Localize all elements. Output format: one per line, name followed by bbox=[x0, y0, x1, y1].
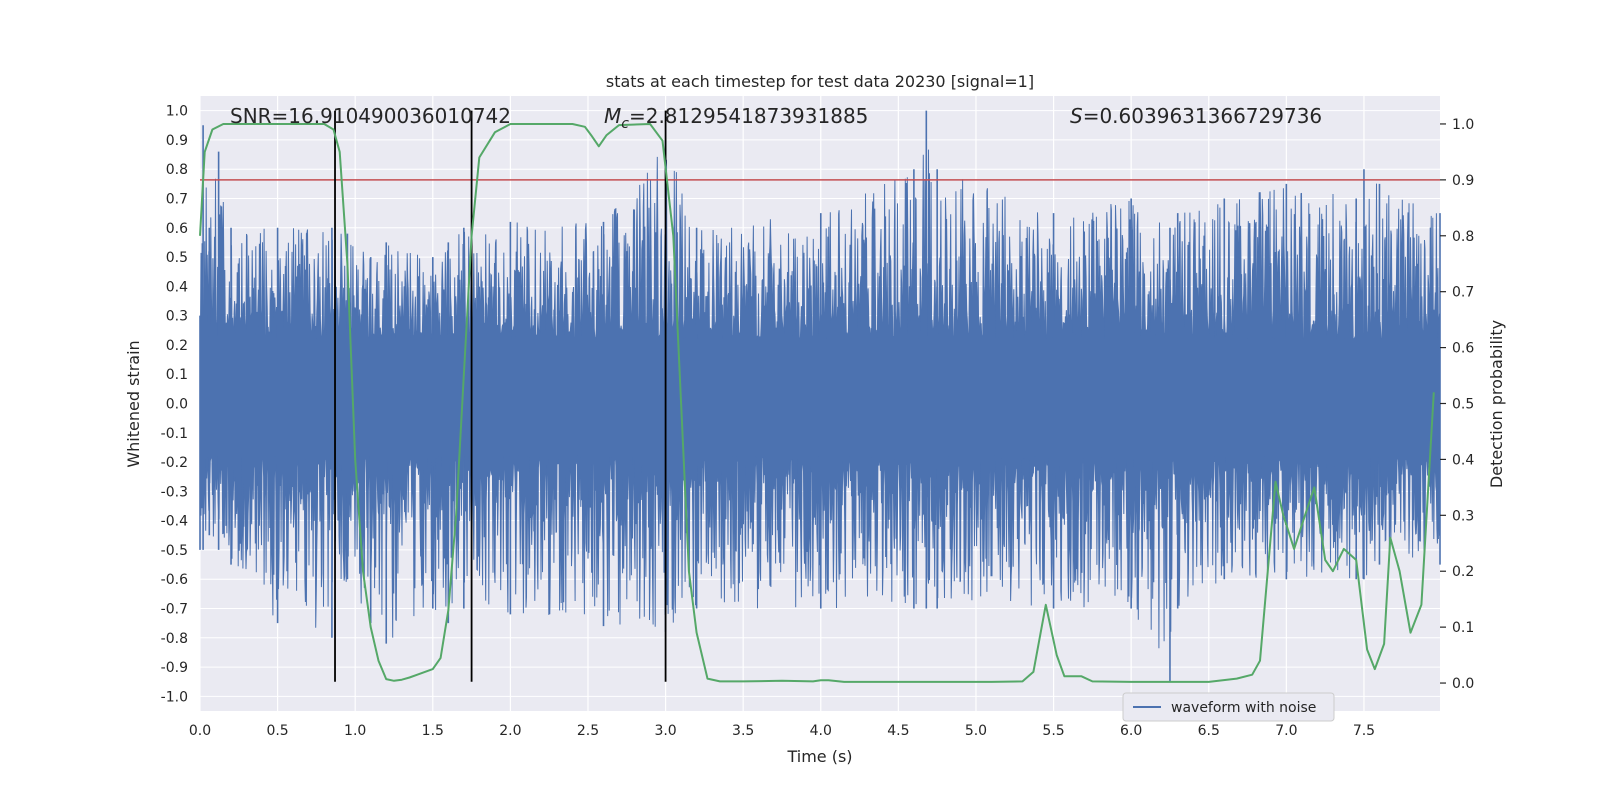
legend: waveform with noise bbox=[1122, 692, 1335, 722]
x-tick-label: 1.5 bbox=[422, 723, 444, 739]
x-tick-label: 4.5 bbox=[887, 723, 909, 739]
y-left-tick-label: 1.0 bbox=[166, 104, 188, 120]
y-right-tick-label: 0.5 bbox=[1452, 397, 1474, 413]
s-value: =0.6039631366729736 bbox=[1083, 104, 1322, 128]
y-left-tick-label: 0.8 bbox=[166, 162, 188, 178]
vertical-markers bbox=[334, 110, 667, 682]
y-right-tick-label: 0.3 bbox=[1452, 508, 1474, 524]
x-tick-label: 2.0 bbox=[499, 723, 521, 739]
y-left-tick-label: -0.9 bbox=[161, 660, 188, 676]
probability-series bbox=[199, 123, 1435, 683]
y-right-tick-label: 0.6 bbox=[1452, 341, 1474, 357]
y-left-axis-label: Whitened strain bbox=[124, 340, 143, 467]
x-tick-label: 5.0 bbox=[965, 723, 987, 739]
chirp-mass-subscript: c bbox=[621, 116, 629, 132]
x-tick-label: 7.5 bbox=[1353, 723, 1375, 739]
y-left-tick-label: -0.4 bbox=[161, 514, 188, 530]
s-symbol: S bbox=[1070, 104, 1083, 128]
y-left-tick-label: -0.2 bbox=[161, 455, 188, 471]
x-tick-label: 0.0 bbox=[189, 723, 211, 739]
y-left-tick-label: 0.6 bbox=[166, 221, 188, 237]
y-left-tick-label: -0.8 bbox=[161, 631, 188, 647]
x-tick-label: 5.5 bbox=[1042, 723, 1064, 739]
y-left-tick-label: 0.1 bbox=[166, 367, 188, 383]
y-left-tick-label: 0.2 bbox=[166, 338, 188, 354]
x-tick-label: 1.0 bbox=[344, 723, 366, 739]
y-left-tick-label: 0.7 bbox=[166, 192, 188, 208]
y-right-tick-label: 0.2 bbox=[1452, 564, 1474, 580]
y-left-axis-ticks: 1.0 0.9 0.8 0.7 0.6 0.5 0.4 0.3 0.2 0.1 0.0 -0.1 -0.… bbox=[161, 104, 188, 706]
x-tick-label: 2.5 bbox=[577, 723, 599, 739]
y-left-tick-label: -0.6 bbox=[161, 572, 188, 588]
s-annotation: S=0.6039631366729736 bbox=[1070, 104, 1322, 128]
y-left-tick-label: -0.3 bbox=[161, 484, 188, 500]
y-left-tick-label: 0.4 bbox=[166, 279, 188, 295]
y-left-tick-label: 0.9 bbox=[166, 133, 188, 149]
y-left-tick-label: -0.5 bbox=[161, 543, 188, 559]
legend-label: waveform with noise bbox=[1171, 700, 1316, 716]
y-right-tick-label: 0.7 bbox=[1452, 285, 1474, 301]
y-right-tick-label: 0.9 bbox=[1452, 173, 1474, 189]
legend-box bbox=[1122, 692, 1335, 722]
x-axis-ticks: 0.0 0.5 1.0 1.5 2.0 2.5 3.0 3.5 4.0 4.5 5.0 5.5 6.0 6… bbox=[189, 723, 1375, 739]
y-right-axis-ticks: 1.0 0.9 0.8 0.7 0.6 0.5 0.4 0.3 0.2 0.1 0.0 bbox=[1440, 117, 1474, 692]
detection-probability-line bbox=[199, 123, 1435, 683]
y-left-tick-label: -0.7 bbox=[161, 602, 188, 618]
y-left-tick-label: -0.1 bbox=[161, 426, 188, 442]
x-tick-label: 3.0 bbox=[654, 723, 676, 739]
y-right-tick-label: 0.8 bbox=[1452, 229, 1474, 245]
x-tick-label: 7.0 bbox=[1275, 723, 1297, 739]
y-right-axis-label: Detection probability bbox=[1487, 320, 1506, 488]
chirp-mass-annotation: Mc=2.8129541873931885 bbox=[604, 104, 868, 132]
y-right-tick-label: 1.0 bbox=[1452, 117, 1474, 133]
x-tick-label: 4.0 bbox=[810, 723, 832, 739]
y-left-tick-label: 0.0 bbox=[166, 397, 188, 413]
chirp-mass-value: =2.8129541873931885 bbox=[629, 104, 868, 128]
snr-annotation: SNR=16.910490036010742 bbox=[230, 104, 511, 128]
y-right-tick-label: 0.0 bbox=[1452, 676, 1474, 692]
x-axis-label: Time (s) bbox=[786, 747, 852, 766]
x-tick-label: 6.0 bbox=[1120, 723, 1142, 739]
x-tick-label: 0.5 bbox=[266, 723, 288, 739]
y-right-tick-label: 0.4 bbox=[1452, 452, 1474, 468]
strain-series bbox=[199, 110, 1441, 682]
y-right-tick-label: 0.1 bbox=[1452, 620, 1474, 636]
y-left-tick-label: 0.3 bbox=[166, 309, 188, 325]
x-tick-label: 6.5 bbox=[1198, 723, 1220, 739]
y-left-tick-label: 0.5 bbox=[166, 250, 188, 266]
chart-title: stats at each timestep for test data 202… bbox=[606, 72, 1034, 91]
y-left-tick-label: -1.0 bbox=[161, 689, 188, 705]
chirp-mass-symbol: M bbox=[604, 104, 621, 128]
x-tick-label: 3.5 bbox=[732, 723, 754, 739]
